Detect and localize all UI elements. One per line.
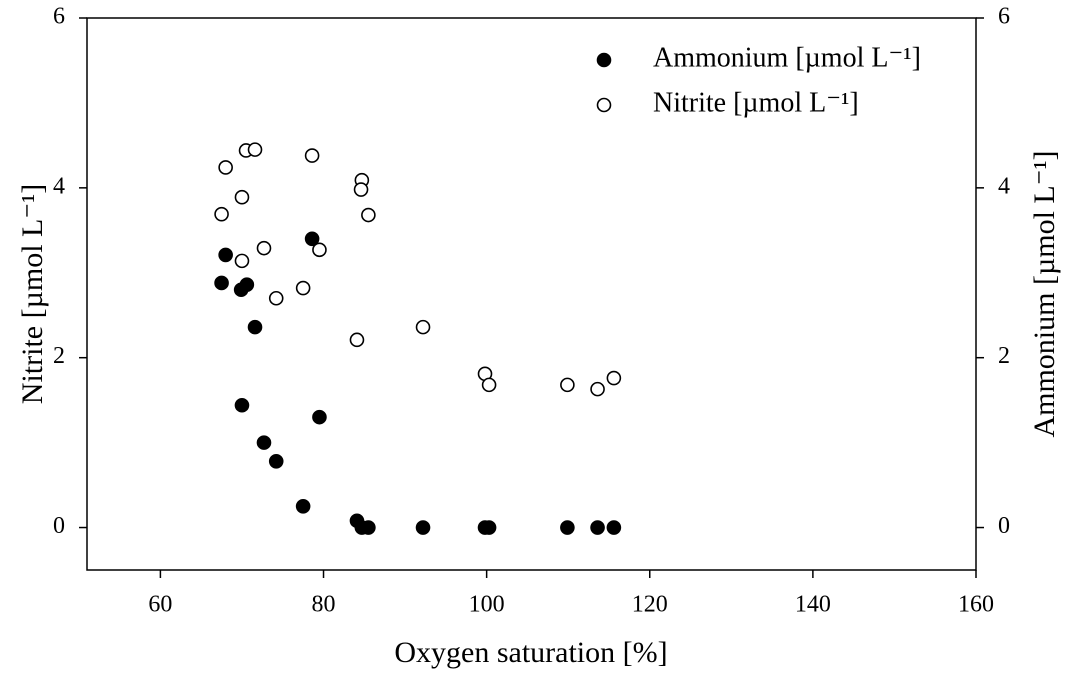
point (256, 240, 272, 256)
point (590, 520, 605, 535)
point (304, 148, 320, 163)
y2-tick-label: 2 (998, 343, 1010, 369)
point (312, 242, 327, 258)
x-tick-label: 140 (795, 592, 831, 618)
point (234, 189, 250, 205)
point (312, 409, 327, 425)
y-tick-label: 0 (53, 513, 65, 539)
point (361, 520, 376, 535)
point (415, 319, 431, 335)
x-tick-label: 80 (312, 592, 336, 618)
legend-marker (596, 97, 612, 113)
point (353, 182, 369, 197)
y-tick-label: 2 (53, 343, 65, 369)
point (214, 206, 229, 222)
x-tick-label: 120 (632, 592, 668, 618)
y-axis-title: Nitrite [µmol L⁻¹] (16, 184, 49, 404)
y2-tick-label: 4 (998, 173, 1010, 199)
y2-tick-label: 6 (998, 4, 1010, 30)
point (268, 290, 284, 306)
legend-label: Nitrite [µmol L⁻¹] (653, 87, 859, 118)
point (481, 377, 497, 393)
point (295, 280, 311, 296)
point (349, 332, 365, 348)
point (234, 253, 250, 269)
point (560, 377, 575, 393)
point (256, 435, 272, 450)
y2-tick-label: 0 (998, 513, 1010, 539)
point (247, 319, 263, 335)
point (590, 381, 605, 397)
point (606, 370, 622, 386)
point (218, 160, 233, 175)
x-tick-label: 60 (148, 592, 172, 618)
point (247, 142, 263, 157)
x-axis-title: Oxygen saturation [%] (394, 636, 667, 669)
point (234, 397, 250, 413)
point (268, 453, 284, 469)
point (214, 275, 229, 291)
x-tick-label: 160 (958, 592, 994, 618)
point (560, 520, 575, 535)
point (304, 231, 320, 247)
y-tick-label: 4 (53, 173, 65, 199)
point (481, 520, 497, 535)
plot-frame (86, 17, 977, 571)
point (415, 520, 431, 535)
legend-marker (596, 52, 612, 68)
x-tick-label: 100 (469, 592, 505, 618)
point (295, 499, 311, 514)
point (218, 247, 233, 263)
legend-label: Ammonium [µmol L⁻¹] (653, 42, 921, 73)
point (239, 277, 255, 292)
point (606, 520, 622, 535)
y2-axis-title: Ammonium [µmol L⁻¹] (1028, 150, 1061, 437)
point (361, 207, 376, 223)
y-tick-label: 6 (53, 4, 65, 30)
